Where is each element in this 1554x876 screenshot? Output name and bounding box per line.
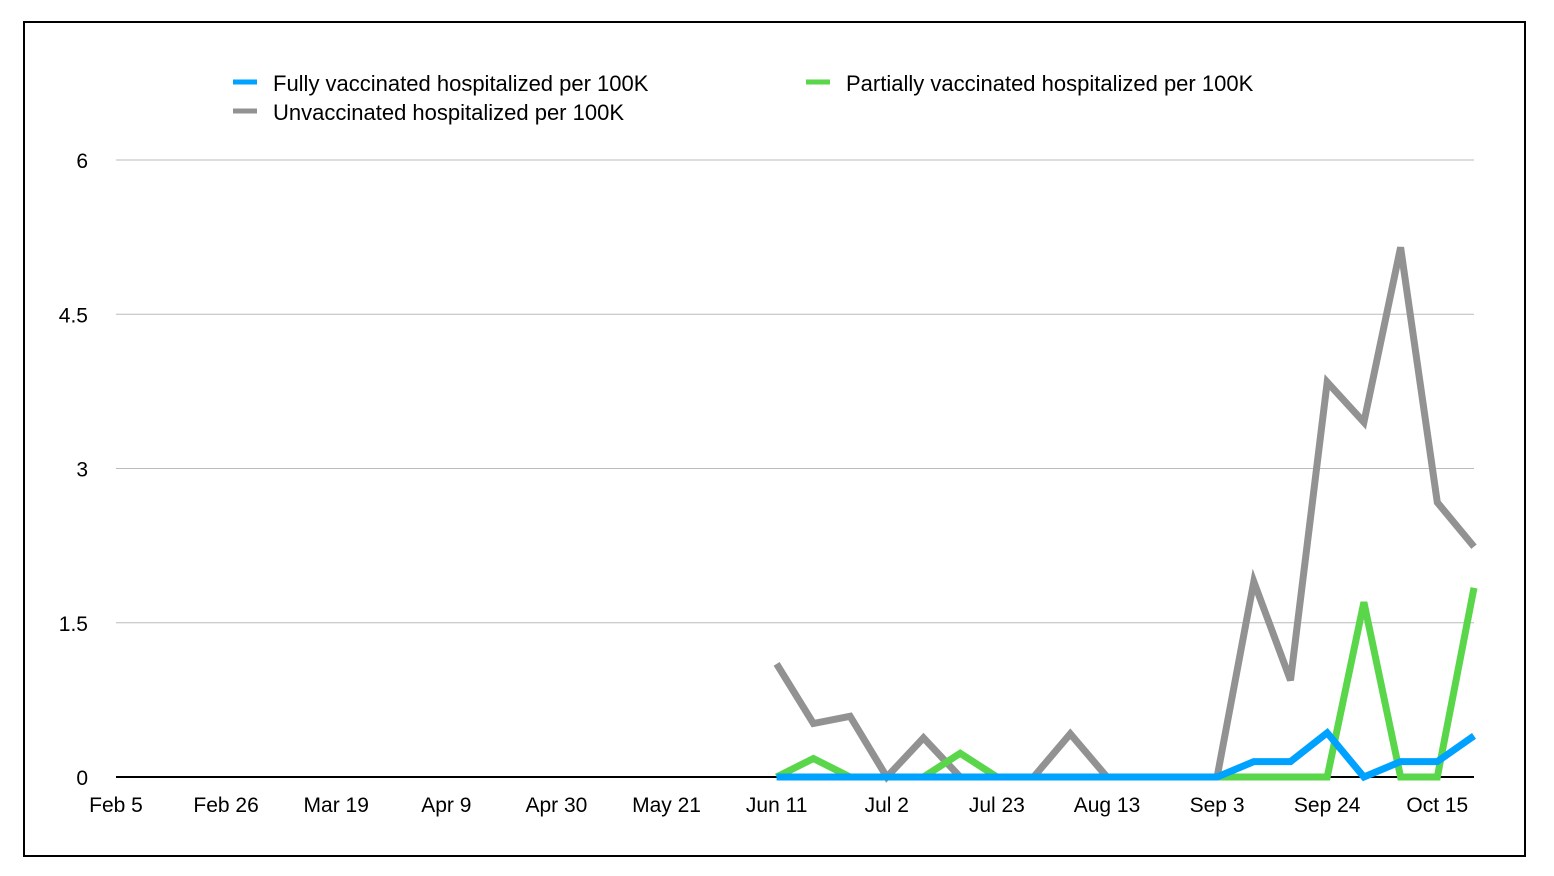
x-tick-label: Jul 2 <box>865 794 909 817</box>
series-line-0 <box>776 727 1477 782</box>
x-tick-label: Feb 26 <box>193 794 258 817</box>
x-tick-label: May 21 <box>632 794 701 817</box>
x-tick-label: Apr 9 <box>421 794 471 817</box>
y-tick-label: 6 <box>76 150 88 173</box>
x-tick-label: Sep 24 <box>1294 794 1361 817</box>
legend-label: Unvaccinated hospitalized per 100K <box>273 100 624 125</box>
y-tick-label: 0 <box>76 767 88 790</box>
x-tick-label: Apr 30 <box>525 794 587 817</box>
x-tick-label: Aug 13 <box>1074 794 1141 817</box>
x-tick-label: Feb 5 <box>89 794 143 817</box>
series-line-1 <box>775 587 1478 781</box>
x-tick-label: Jun 11 <box>746 794 808 817</box>
legend-label: Partially vaccinated hospitalized per 10… <box>846 71 1254 96</box>
x-tick-label: Sep 3 <box>1190 794 1245 817</box>
y-tick-label: 1.5 <box>59 613 88 636</box>
chart-frame <box>23 21 1526 857</box>
series-line-2 <box>773 246 1477 783</box>
x-tick-label: Oct 15 <box>1406 794 1468 817</box>
x-tick-label: Jul 23 <box>969 794 1025 817</box>
y-tick-label: 3 <box>76 459 88 482</box>
y-tick-label: 4.5 <box>59 304 88 327</box>
x-tick-label: Mar 19 <box>304 794 369 817</box>
legend-label: Fully vaccinated hospitalized per 100K <box>273 71 649 96</box>
